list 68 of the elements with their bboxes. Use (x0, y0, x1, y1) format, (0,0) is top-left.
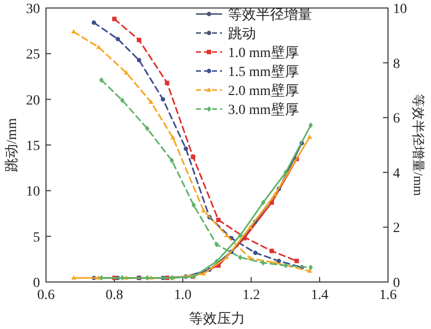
y-tick-label: 30 (26, 2, 40, 17)
point (164, 80, 170, 86)
y2-axis-title: 等效半径增量/mm (411, 94, 426, 196)
point (253, 250, 258, 255)
y-axis-title: 跳动/mm (4, 118, 20, 172)
point (284, 170, 288, 176)
point (308, 264, 313, 270)
x-tick-label: 1.0 (174, 288, 192, 303)
point (260, 200, 266, 206)
y2-tick-label: 8 (393, 56, 400, 72)
point (124, 70, 129, 75)
point (270, 248, 274, 254)
point (116, 36, 120, 42)
y2-tick-label: 4 (393, 166, 400, 182)
point (92, 20, 96, 25)
y-tick-label: 10 (26, 184, 40, 200)
point (248, 224, 253, 229)
y2-tick-label: 10 (393, 2, 407, 17)
y-tick-label: 20 (26, 93, 40, 108)
point (201, 208, 206, 213)
x-tick-label: 1.4 (310, 288, 328, 303)
point (216, 218, 221, 222)
point (99, 275, 104, 281)
point (214, 242, 219, 248)
point (190, 154, 196, 160)
point (284, 262, 288, 268)
y-tick-label: 5 (33, 230, 40, 246)
y2-tick-label: 0 (393, 276, 400, 291)
x-tick-label: 0.8 (106, 288, 124, 303)
x-tick-label: 1.6 (379, 288, 397, 303)
point (214, 258, 219, 264)
point (99, 77, 104, 84)
point (170, 158, 174, 164)
point (260, 260, 266, 266)
legend-label: 1.5 mm壁厚 (228, 64, 299, 80)
x-axis-title: 等效压力 (189, 311, 245, 327)
point (170, 135, 176, 140)
legend-label: 1.0 mm壁厚 (228, 45, 299, 61)
point (145, 275, 150, 281)
legend-label: 3.0 mm壁厚 (228, 102, 299, 118)
y2-tick-label: 6 (393, 112, 400, 127)
point (272, 192, 278, 196)
x-tick-label: 1.2 (242, 288, 260, 303)
y-tick-label: 25 (26, 48, 40, 63)
point (276, 258, 282, 264)
point (238, 232, 242, 238)
point (184, 146, 188, 151)
legend-label: 2.0 mm壁厚 (228, 83, 299, 99)
point (160, 97, 166, 102)
y-tick-label: 0 (33, 276, 40, 291)
point (307, 134, 312, 139)
point (71, 275, 76, 280)
point (224, 254, 229, 260)
point (136, 58, 142, 62)
y-tick-label: 15 (26, 139, 40, 154)
y2-tick-label: 2 (393, 221, 400, 236)
point (145, 126, 150, 132)
point (224, 232, 229, 238)
point (307, 268, 312, 273)
annotation: 等效半径增量 (228, 7, 312, 23)
x-tick-label: 0.6 (37, 288, 55, 303)
point (112, 16, 117, 22)
point (294, 258, 299, 264)
point (96, 44, 102, 50)
point (148, 99, 154, 104)
annotation: 跳动 (228, 26, 256, 42)
point (201, 271, 206, 276)
point (120, 275, 124, 281)
